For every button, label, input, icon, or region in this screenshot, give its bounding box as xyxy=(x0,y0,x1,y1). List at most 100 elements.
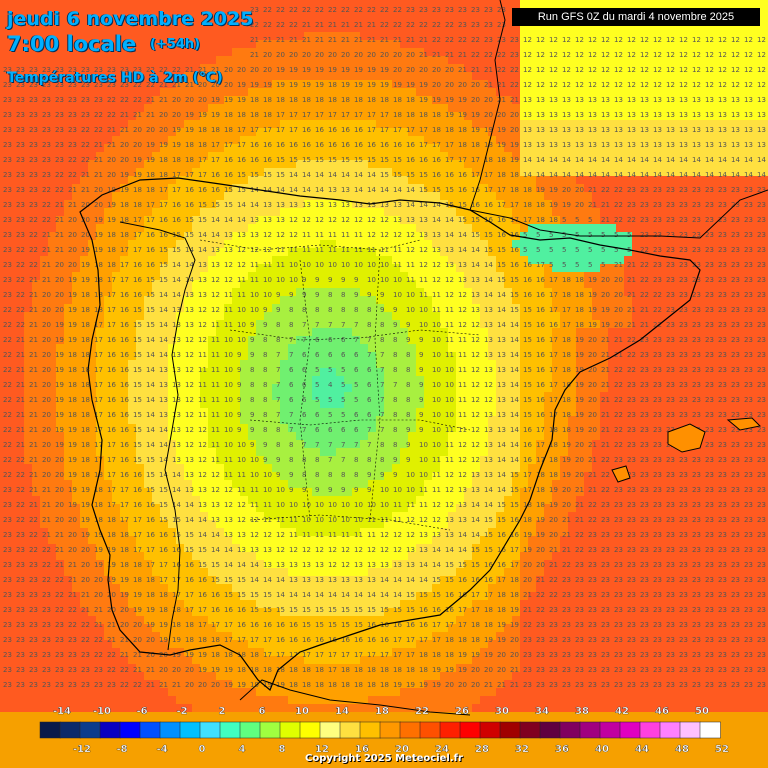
temp-cell xyxy=(752,328,760,336)
temp-cell xyxy=(352,88,360,96)
temp-cell xyxy=(88,208,96,216)
temp-cell xyxy=(744,112,752,120)
temp-cell xyxy=(536,24,544,32)
temp-cell xyxy=(552,0,560,8)
temp-cell xyxy=(416,120,424,128)
temp-cell xyxy=(592,328,600,336)
temp-cell xyxy=(104,96,112,104)
temp-cell xyxy=(464,0,472,8)
temp-cell xyxy=(440,32,448,40)
temp-cell xyxy=(104,48,112,56)
temp-cell xyxy=(544,208,552,216)
temp-cell xyxy=(608,80,616,88)
temp-cell xyxy=(128,16,136,24)
temp-cell xyxy=(752,104,760,112)
temp-cell xyxy=(448,8,456,16)
temp-cell xyxy=(360,64,368,72)
temp-cell xyxy=(192,0,200,8)
temp-cell xyxy=(320,280,328,288)
temp-cell xyxy=(488,144,496,152)
temp-cell xyxy=(280,376,288,384)
temp-cell xyxy=(376,112,384,120)
temp-cell xyxy=(64,144,72,152)
temp-cell xyxy=(576,120,584,128)
temp-cell xyxy=(504,128,512,136)
temp-cell xyxy=(488,8,496,16)
temp-cell xyxy=(264,136,272,144)
temp-cell xyxy=(304,0,312,8)
temp-cell xyxy=(280,408,288,416)
temp-cell xyxy=(488,0,496,8)
temp-cell xyxy=(528,144,536,152)
temp-cell xyxy=(368,144,376,152)
temp-cell xyxy=(632,136,640,144)
temp-cell xyxy=(8,120,16,128)
temp-cell xyxy=(672,144,680,152)
temp-cell xyxy=(240,16,248,24)
temp-cell xyxy=(736,328,744,336)
temp-cell xyxy=(544,24,552,32)
temp-cell xyxy=(512,24,520,32)
temp-cell xyxy=(24,104,32,112)
temp-cell xyxy=(368,120,376,128)
temp-cell xyxy=(488,104,496,112)
temp-cell xyxy=(152,8,160,16)
temp-cell xyxy=(456,64,464,72)
temp-cell xyxy=(624,48,632,56)
temp-cell xyxy=(56,80,64,88)
temp-cell xyxy=(312,128,320,136)
temp-cell xyxy=(736,0,744,8)
temp-cell xyxy=(616,112,624,120)
temp-cell xyxy=(120,56,128,64)
temp-cell xyxy=(736,136,744,144)
temp-cell xyxy=(552,96,560,104)
temp-cell xyxy=(648,112,656,120)
temp-cell xyxy=(488,72,496,80)
temp-cell xyxy=(496,112,504,120)
temp-cell xyxy=(504,96,512,104)
temp-cell xyxy=(80,136,88,144)
temp-cell xyxy=(72,16,80,24)
temp-cell xyxy=(456,104,464,112)
temp-cell xyxy=(528,128,536,136)
temp-cell xyxy=(16,48,24,56)
temp-cell xyxy=(448,144,456,152)
temp-cell xyxy=(96,144,104,152)
temp-cell xyxy=(544,120,552,128)
temp-cell xyxy=(752,128,760,136)
temp-cell xyxy=(632,24,640,32)
temp-cell xyxy=(88,144,96,152)
temp-cell xyxy=(0,144,8,152)
temp-cell xyxy=(312,120,320,128)
temp-cell xyxy=(16,32,24,40)
temp-cell xyxy=(384,336,392,344)
temp-cell xyxy=(384,368,392,376)
temp-cell xyxy=(664,144,672,152)
temp-cell xyxy=(304,16,312,24)
temp-cell xyxy=(352,32,360,40)
temp-cell xyxy=(728,72,736,80)
temp-cell xyxy=(136,328,144,336)
temp-cell xyxy=(216,120,224,128)
temp-cell xyxy=(336,24,344,32)
temp-cell xyxy=(592,40,600,48)
temp-cell xyxy=(184,0,192,8)
temp-cell xyxy=(208,120,216,128)
temp-cell xyxy=(712,24,720,32)
temp-cell xyxy=(712,80,720,88)
temp-cell xyxy=(400,48,408,56)
temp-cell xyxy=(424,112,432,120)
temp-cell xyxy=(64,104,72,112)
temp-cell xyxy=(280,56,288,64)
temp-cell xyxy=(536,120,544,128)
temp-cell xyxy=(520,80,528,88)
temp-cell xyxy=(280,128,288,136)
temp-cell xyxy=(240,104,248,112)
temp-cell xyxy=(272,8,280,16)
temp-cell xyxy=(360,88,368,96)
temp-cell xyxy=(392,32,400,40)
temp-cell xyxy=(280,104,288,112)
temp-cell xyxy=(560,128,568,136)
temp-cell xyxy=(680,0,688,8)
temp-cell xyxy=(192,72,200,80)
